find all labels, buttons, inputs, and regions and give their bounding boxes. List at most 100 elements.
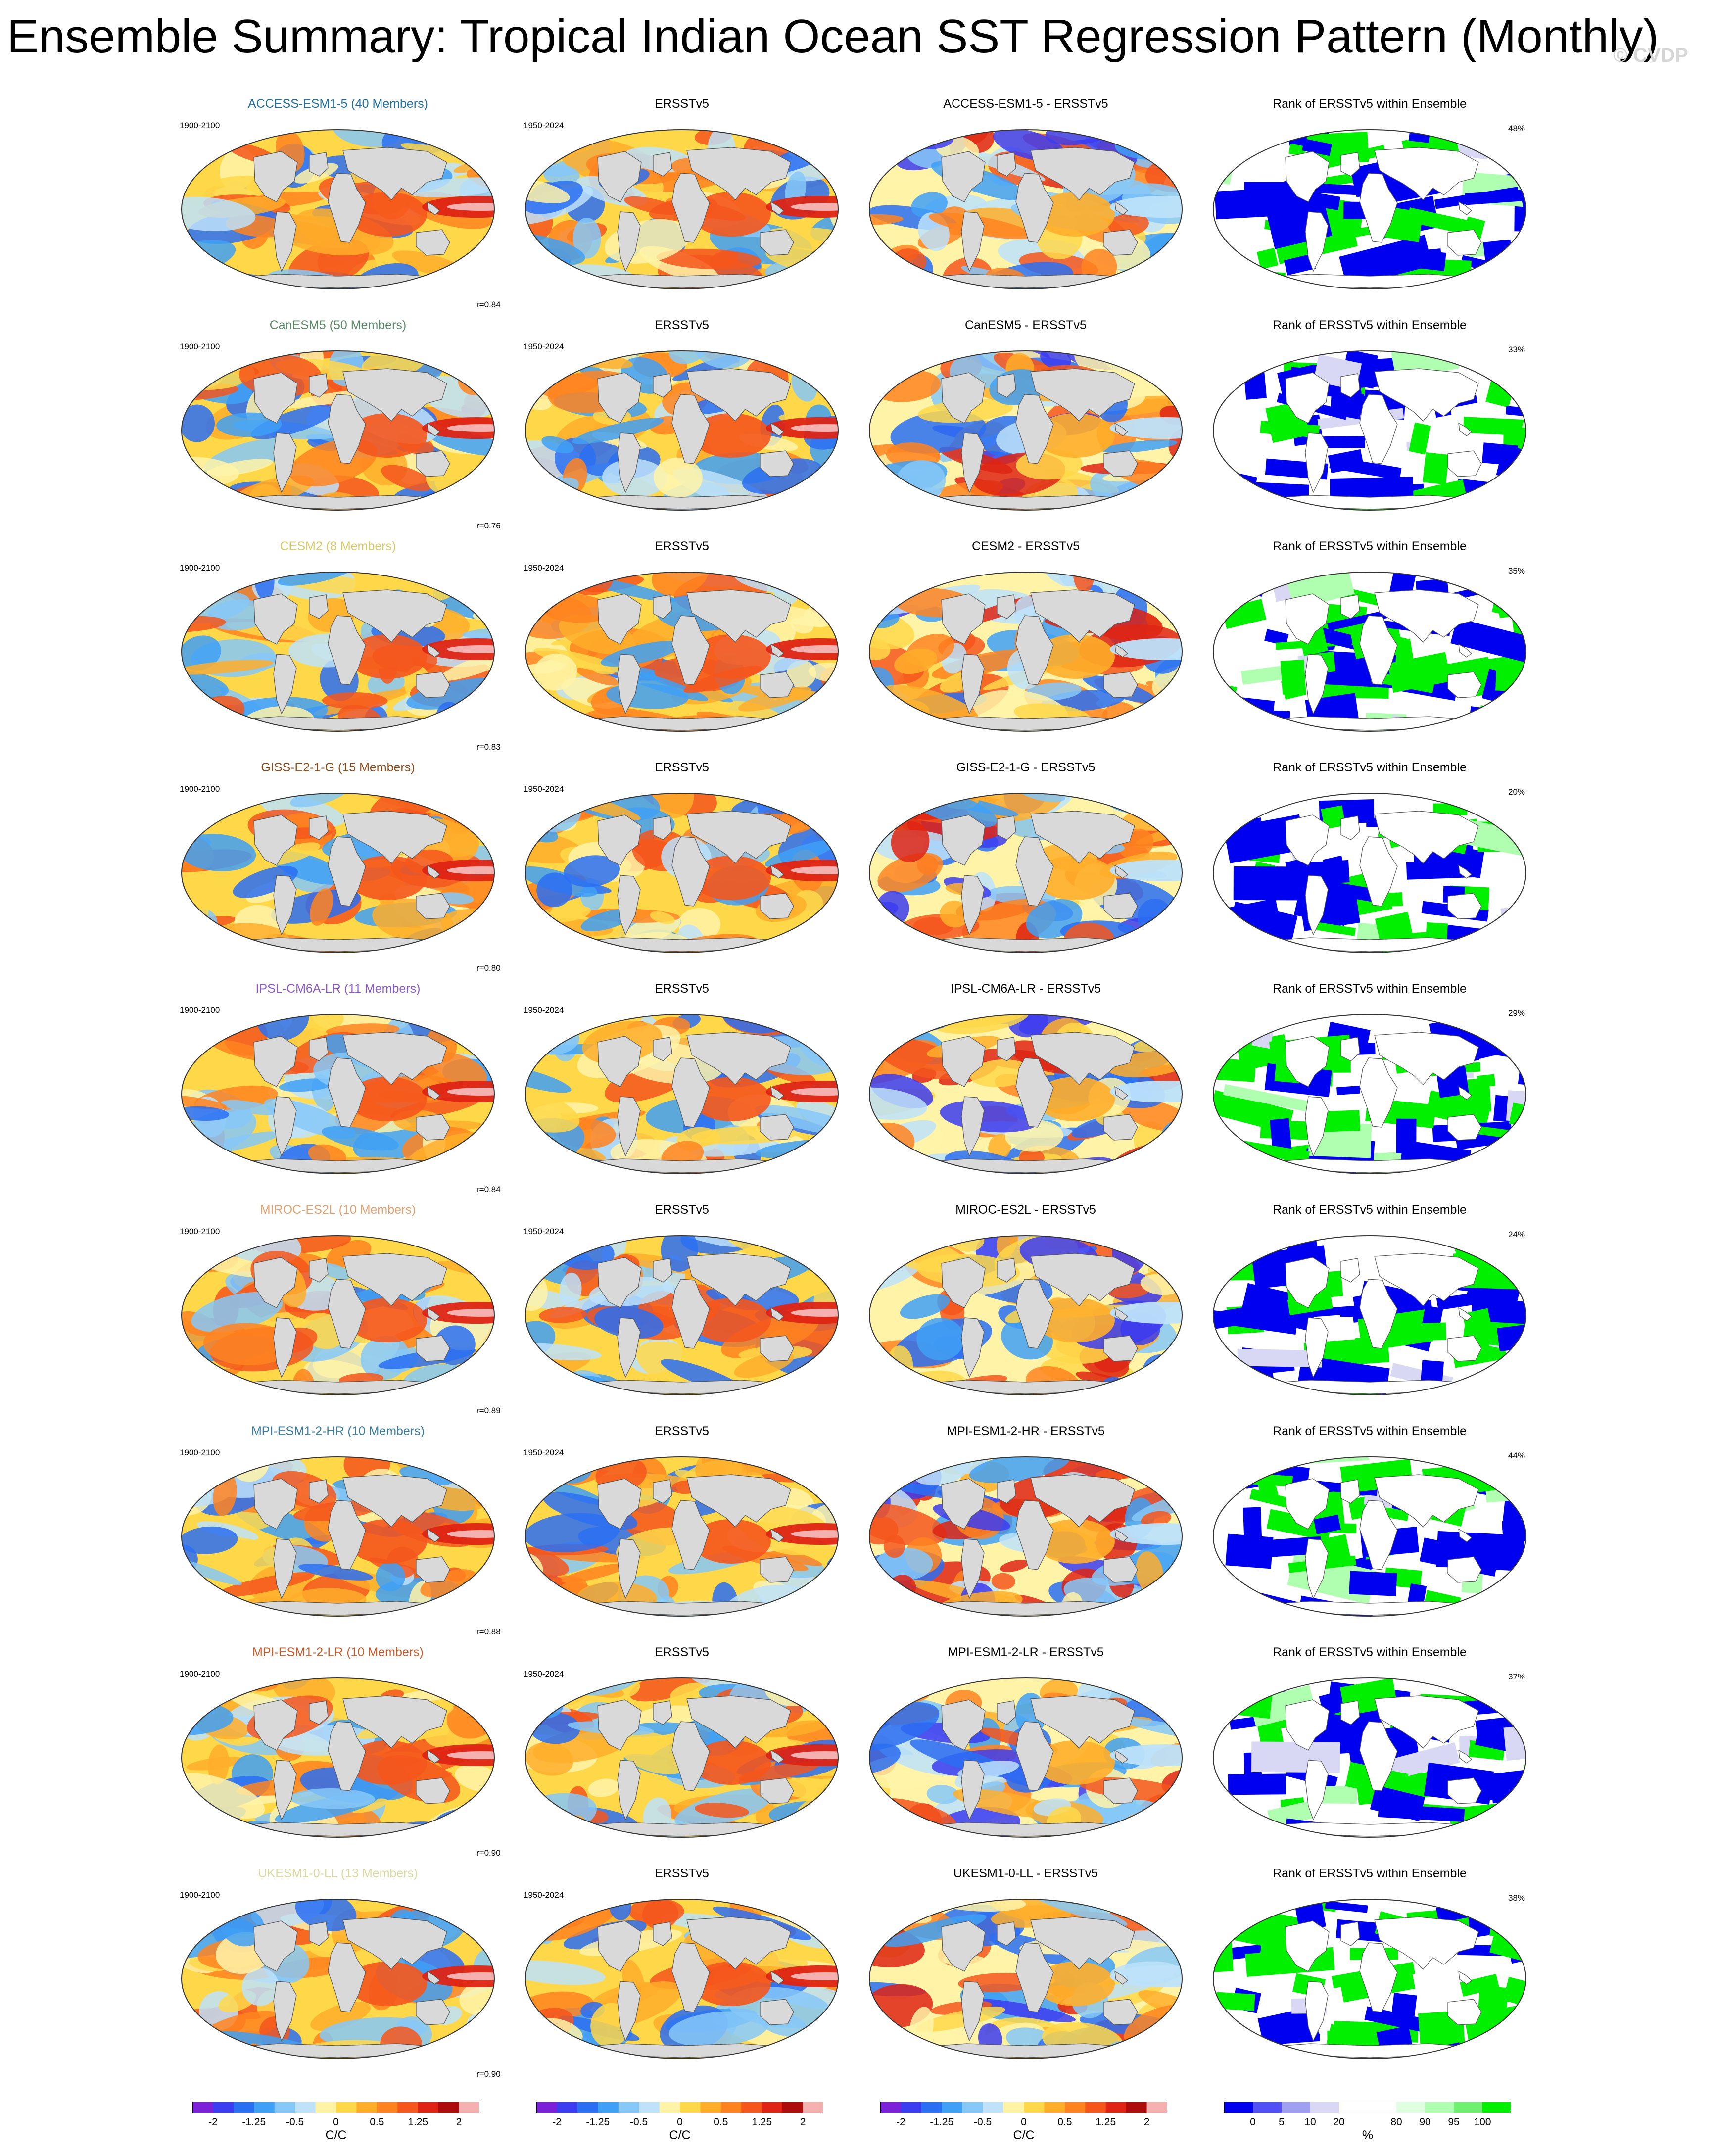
rank-patch — [1518, 1071, 1526, 1094]
pacific-core — [447, 1751, 494, 1759]
regression-blob — [602, 459, 667, 497]
colorbar-tick-label: 2 — [800, 2116, 806, 2128]
rank-patch — [1509, 381, 1526, 391]
continent-outline — [671, 836, 710, 907]
continent-outline — [686, 1916, 791, 1970]
continent-outline — [617, 875, 641, 936]
regression-blob — [182, 1773, 265, 1819]
continent-outline — [961, 654, 985, 715]
continent-outline — [770, 1970, 784, 1985]
regression-map — [525, 1014, 839, 1174]
continent-outline — [1305, 432, 1329, 493]
rank-patch — [1450, 618, 1526, 665]
regression-blob — [926, 1785, 959, 1804]
regression-blob — [534, 1589, 562, 1615]
rank-patch — [1481, 2038, 1520, 2059]
regression-blob — [970, 1999, 1076, 2022]
regression-blob — [669, 351, 708, 364]
continent-outline — [760, 1777, 794, 1804]
regression-blob — [559, 1272, 582, 1307]
continent-outline — [427, 643, 440, 658]
colorbar-tick-label: 0 — [333, 2116, 339, 2128]
rank-patch — [1484, 1471, 1526, 1503]
pacific-core — [791, 424, 838, 432]
period-label: 1900-2100 — [180, 1006, 220, 1015]
rank-patch — [1413, 1322, 1446, 1341]
indian-ocean-core — [348, 856, 427, 900]
regression-blob — [869, 1354, 893, 1372]
regression-blob — [869, 1702, 940, 1752]
regression-blob — [187, 1821, 217, 1837]
continent-outline — [342, 1253, 447, 1306]
rank-percent: 35% — [1508, 566, 1525, 575]
continent-outline — [273, 1538, 297, 1599]
pacific-core — [447, 1530, 494, 1538]
rank-patch — [1500, 905, 1526, 942]
watermark: © CVDP — [1613, 45, 1688, 66]
regression-map — [181, 350, 495, 511]
map-border — [525, 1014, 839, 1174]
rank-patch — [1336, 1085, 1360, 1095]
regression-blob — [952, 1236, 985, 1252]
colorbar-swatch — [1282, 2102, 1311, 2113]
continent-outline — [1103, 1556, 1138, 1583]
colorbar-swatch — [880, 2102, 901, 2113]
panel-title: ERSSTv5 — [655, 1645, 709, 1659]
rank-patch — [1518, 1389, 1526, 1395]
regression-blob — [182, 1372, 229, 1394]
regression-blob — [940, 900, 970, 928]
continent-outline — [1359, 615, 1398, 685]
regression-blob — [885, 1914, 987, 1947]
regression-blob — [435, 493, 487, 509]
colorbar-frame — [1224, 2102, 1511, 2113]
continent-outline — [653, 1921, 672, 1946]
regression-blob — [668, 2011, 769, 2047]
regression-blob — [629, 1678, 716, 1702]
colorbar-frame — [536, 2102, 823, 2113]
continent-outline — [342, 1032, 447, 1085]
continent-outline — [1359, 1279, 1398, 1349]
continent-outline — [941, 1036, 986, 1087]
rank-patch — [1510, 1831, 1526, 1837]
continent-outline — [1030, 368, 1135, 422]
rank-patch — [1321, 805, 1346, 829]
regression-blob — [869, 707, 915, 731]
regression-blob — [182, 834, 256, 871]
regression-blob — [322, 1126, 399, 1151]
map-border — [869, 1014, 1183, 1174]
regression-blob — [182, 1808, 205, 1831]
indian-ocean-core — [1036, 192, 1115, 237]
continent-outline — [770, 201, 784, 215]
continent-outline — [416, 1999, 450, 2025]
continent-outline — [1103, 450, 1138, 477]
colorbar-swatch — [233, 2102, 254, 2113]
colorbar-swatch — [254, 2102, 275, 2113]
pacific-tongue — [1110, 860, 1182, 881]
regression-blob — [241, 1968, 279, 2006]
regression-blob — [182, 1713, 203, 1724]
continent-outline — [597, 151, 642, 202]
rank-percent: 29% — [1508, 1008, 1525, 1018]
indian-ocean-core — [692, 413, 771, 458]
continent-outline — [328, 1942, 366, 2012]
regression-map — [181, 129, 495, 289]
continent-outline — [273, 432, 297, 493]
panel-title: Rank of ERSSTv5 within Ensemble — [1273, 761, 1467, 774]
rank-patch — [1328, 449, 1364, 474]
continent-outline — [653, 373, 672, 398]
colorbar-swatch — [459, 2102, 479, 2113]
continent-outline — [1458, 864, 1472, 879]
regression-blob — [1007, 1014, 1048, 1038]
colorbar-swatch — [192, 2102, 213, 2113]
panel-title: ERSSTv5 — [655, 1424, 709, 1438]
pacific-tongue — [1110, 1744, 1182, 1766]
regression-blob — [529, 1236, 593, 1246]
panel-title: Rank of ERSSTv5 within Ensemble — [1273, 97, 1467, 111]
regression-blob — [798, 351, 838, 370]
regression-blob — [869, 578, 896, 600]
rank-patch — [1525, 843, 1526, 868]
colorbar-swatch — [921, 2102, 942, 2113]
pacific-core — [447, 866, 494, 874]
regression-map — [869, 1899, 1183, 2059]
continent-outline — [342, 589, 447, 643]
